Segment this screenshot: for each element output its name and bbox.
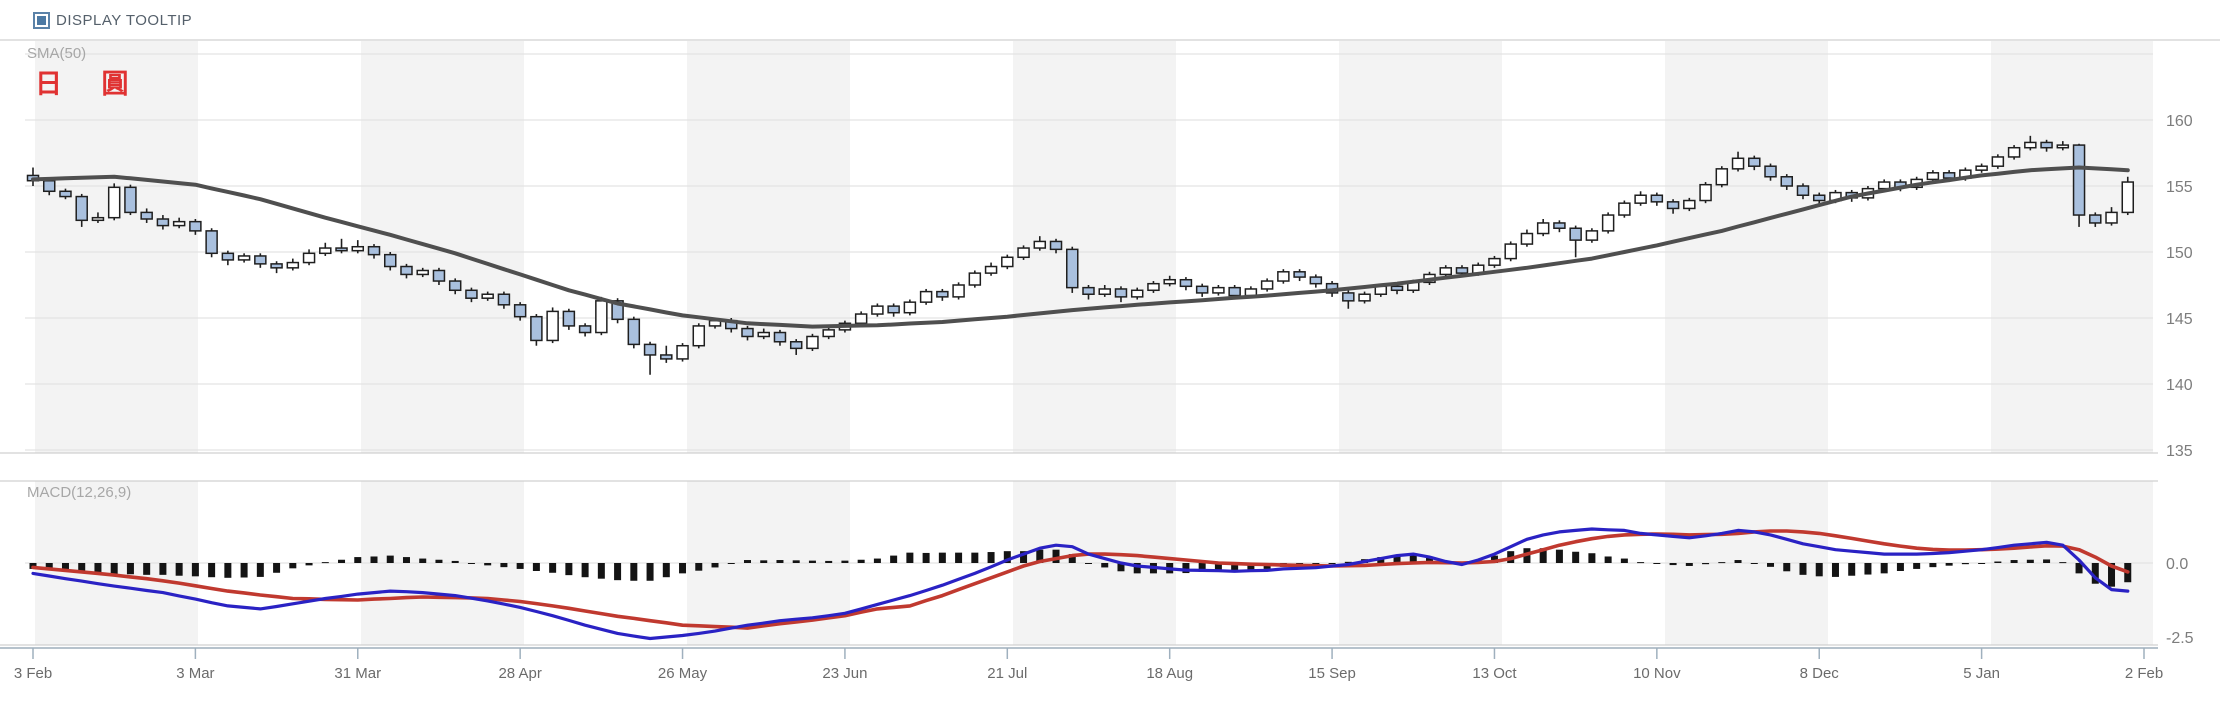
svg-text:31 Mar: 31 Mar — [334, 665, 381, 682]
sma-line — [31, 165, 2130, 329]
svg-text:10 Nov: 10 Nov — [1633, 665, 1681, 682]
svg-text:160: 160 — [2166, 113, 2193, 130]
display-tooltip-checkbox[interactable] — [33, 12, 50, 29]
svg-text:-2.5: -2.5 — [2166, 630, 2194, 647]
price-axis-labels: 160 155 150 145 140 135 0.0 -2.5 — [2166, 113, 2194, 647]
svg-text:3 Feb: 3 Feb — [14, 665, 52, 682]
checkbox-check-icon — [37, 16, 46, 25]
svg-text:23 Jun: 23 Jun — [822, 665, 867, 682]
svg-text:135: 135 — [2166, 443, 2193, 460]
panel-borders — [0, 39, 2220, 646]
svg-text:8 Dec: 8 Dec — [1800, 665, 1840, 682]
svg-text:5 Jan: 5 Jan — [1963, 665, 2000, 682]
svg-text:28 Apr: 28 Apr — [498, 665, 541, 682]
macd-main-line — [31, 527, 2130, 641]
svg-text:13 Oct: 13 Oct — [1472, 665, 1517, 682]
candles-layer — [26, 135, 2135, 375]
svg-text:15 Sep: 15 Sep — [1308, 665, 1356, 682]
svg-text:145: 145 — [2166, 311, 2193, 328]
svg-text:2 Feb: 2 Feb — [2125, 665, 2163, 682]
svg-text:18 Aug: 18 Aug — [1146, 665, 1193, 682]
macd-signal-line — [31, 529, 2130, 630]
sma-indicator-label: SMA(50) — [27, 45, 87, 62]
svg-text:26 May: 26 May — [658, 665, 708, 682]
svg-text:0.0: 0.0 — [2166, 556, 2188, 573]
macd-indicator-label: MACD(12,26,9) — [27, 484, 132, 501]
svg-text:155: 155 — [2166, 179, 2193, 196]
svg-text:3 Mar: 3 Mar — [176, 665, 214, 682]
display-tooltip-label: DISPLAY TOOLTIP — [56, 12, 193, 29]
svg-text:21 Jul: 21 Jul — [987, 665, 1027, 682]
svg-text:140: 140 — [2166, 377, 2193, 394]
x-axis-labels: 3 Feb 3 Mar 31 Mar 28 Apr 26 May 23 Jun 21 Jul… — [14, 648, 2163, 682]
instrument-label: 日 圓 — [35, 69, 145, 99]
svg-text:150: 150 — [2166, 245, 2193, 262]
